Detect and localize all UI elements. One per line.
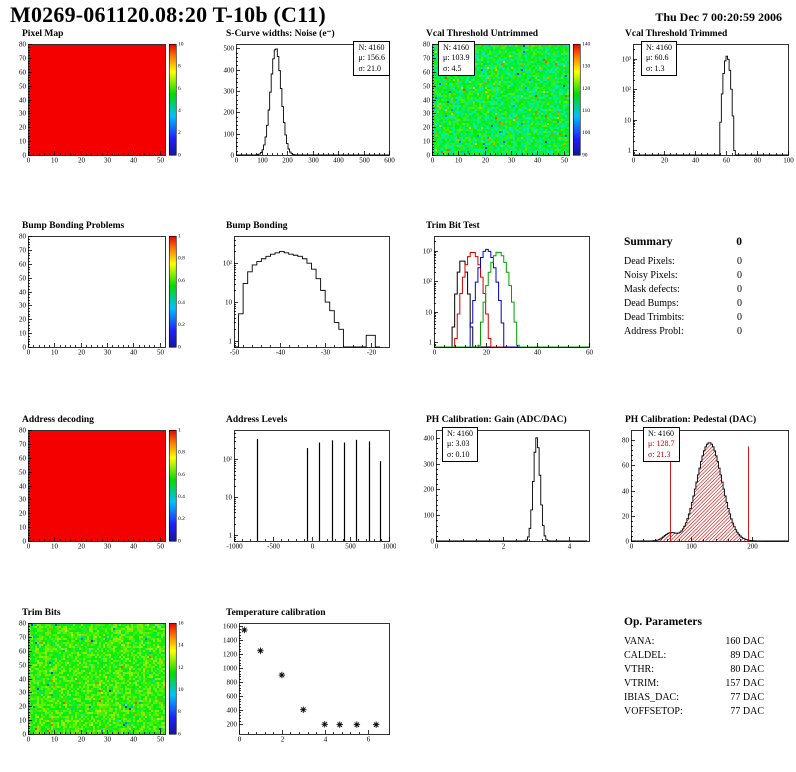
bump-bonding-plot [218,232,396,360]
stats-line: σ: 21.3 [648,449,671,459]
pixel-map-plot [14,40,192,168]
summary-header: Summary 0 [624,236,742,248]
panel-vcal-trimmed: Vcal Threshold Trimmed N: 4160 μ: 60.6 σ… [617,28,795,170]
summary-panel: Summary 0 Dead Pixels: 0 Noisy Pixels: 0 M… [624,236,742,339]
panel-title: Bump Bonding Problems [22,221,125,231]
summary-row: Dead Pixels: 0 [624,256,742,267]
trim-bit-test-plot [418,232,596,360]
op-parameter-row: VTHR: 80 DAC [624,664,764,675]
temperature-plot [218,619,396,747]
panel-title: PH Calibration: Gain (ADC/DAC) [426,415,567,425]
summary-row: Mask defects: 0 [624,284,742,295]
stats-box: N: 4160 μ: 156.6 σ: 21.0 [353,41,390,77]
summary-row: Noisy Pixels: 0 [624,270,742,281]
address-levels-plot [218,426,396,554]
page-title: M0269-061120.08:20 T-10b (C11) [10,2,326,27]
panel-title: Address decoding [22,415,94,425]
panel-title: Bump Bonding [226,221,288,231]
panel-trim-bits: Trim Bits [14,607,192,749]
panel-title: Vcal Threshold Untrimmed [426,29,539,39]
stats-box: N: 4160 μ: 103.9 σ: 4.5 [438,41,475,77]
address-decoding-plot [14,426,192,554]
stats-line: σ: 0.10 [447,449,470,459]
stats-box: N: 4160 μ: 60.6 σ: 1.3 [641,41,677,77]
stats-line: σ: 1.3 [646,63,665,73]
stats-box: N: 4160 μ: 3.03 σ: 0.10 [442,427,478,463]
panel-scurve-noise: S-Curve widths: Noise (e⁻) N: 4160 μ: 15… [218,28,396,170]
panel-temperature: Temperature calibration [218,607,396,749]
summary-row: Dead Bumps: 0 [624,298,742,309]
panel-title: Temperature calibration [226,608,326,618]
stats-box: N: 4160 μ: 128.7 σ: 21.3 [643,427,680,463]
panel-title: Trim Bit Test [426,221,480,231]
panel-ph-gain: PH Calibration: Gain (ADC/DAC) N: 4160 μ… [418,414,596,556]
stats-line: N: 4160 [358,43,385,52]
summary-row: Address Probl: 0 [624,326,742,337]
timestamp: Thu Dec 7 00:20:59 2006 [655,10,782,24]
panel-ph-pedestal: PH Calibration: Pedestal (DAC) N: 4160 μ… [617,414,795,556]
stats-line: N: 4160 [648,429,674,438]
summary-grade: 0 [736,236,742,248]
panel-title: Pixel Map [22,29,64,39]
stats-line: N: 4160 [646,43,672,52]
panel-address-decoding: Address decoding [14,414,192,556]
stats-line: μ: 103.9 [443,53,470,63]
panel-title: Trim Bits [22,608,61,618]
op-parameters-panel: Op. Parameters VANA: 160 DAC CALDEL: 89 DA… [624,616,764,719]
summary-row: Dead Trimbits: 0 [624,312,742,323]
panel-title: Vcal Threshold Trimmed [625,29,728,39]
bump-problems-plot [14,232,192,360]
panel-address-levels: Address Levels [218,414,396,556]
op-parameters-title: Op. Parameters [624,616,702,628]
panel-title: PH Calibration: Pedestal (DAC) [625,415,757,425]
panel-pixel-map: Pixel Map [14,28,192,170]
op-parameter-row: CALDEL: 89 DAC [624,650,764,661]
panel-bump-bonding: Bump Bonding [218,220,396,362]
stats-line: σ: 21.0 [358,63,382,73]
stats-line: μ: 60.6 [646,53,669,63]
panel-bump-problems: Bump Bonding Problems [14,220,192,362]
panel-trim-bit-test: Trim Bit Test [418,220,596,362]
panel-vcal-untrimmed: Vcal Threshold Untrimmed N: 4160 μ: 103.… [418,28,596,170]
trim-bits-plot [14,619,192,747]
op-parameter-row: VOFFSETOP: 77 DAC [624,706,764,717]
stats-line: N: 4160 [447,429,473,438]
stats-line: μ: 156.6 [358,53,385,63]
op-parameters-header: Op. Parameters [624,616,764,628]
stats-line: μ: 3.03 [447,439,470,449]
op-parameter-row: VTRIM: 157 DAC [624,678,764,689]
panel-title: S-Curve widths: Noise (e⁻) [226,29,335,39]
stats-line: N: 4160 [443,43,469,52]
op-parameter-row: IBIAS_DAC: 77 DAC [624,692,764,703]
stats-line: μ: 128.7 [648,439,675,449]
panel-title: Address Levels [226,415,288,425]
stats-line: σ: 4.5 [443,63,462,73]
summary-title: Summary [624,236,673,248]
op-parameter-row: VANA: 160 DAC [624,636,764,647]
